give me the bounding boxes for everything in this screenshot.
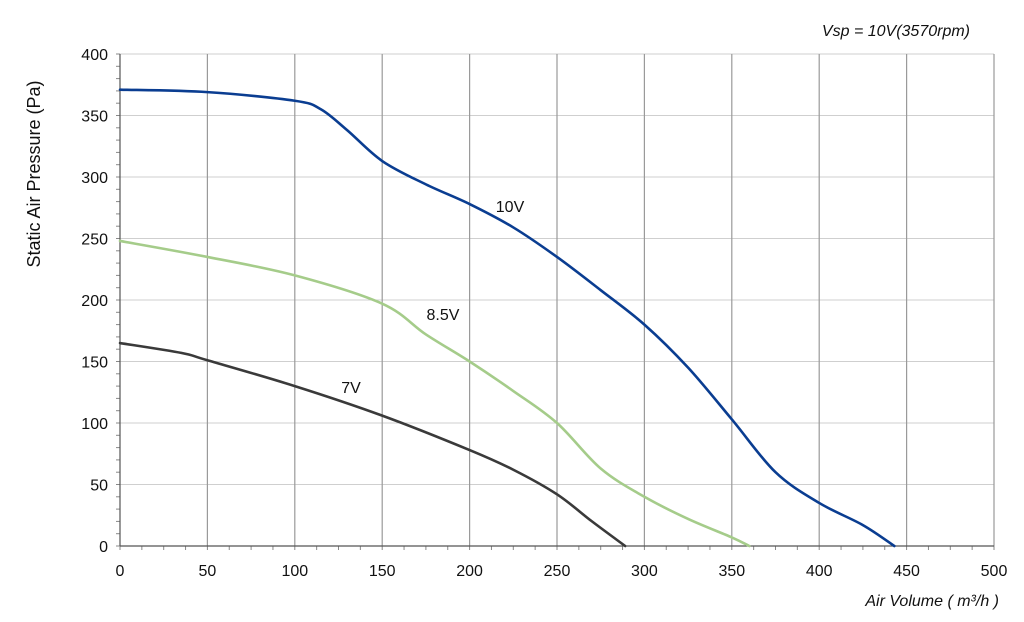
- x-tick-label: 0: [116, 563, 125, 580]
- x-tick-label: 350: [718, 563, 745, 580]
- y-minor-ticks: [116, 54, 994, 550]
- x-axis-title: Air Volume ( m³/h ): [864, 593, 999, 610]
- y-tick-label: 150: [81, 355, 108, 372]
- x-tick-label: 450: [893, 563, 920, 580]
- x-tick-label: 400: [806, 563, 833, 580]
- grid: [120, 54, 994, 546]
- series-label-8-5V: 8.5V: [427, 307, 460, 324]
- x-tick-label: 150: [369, 563, 396, 580]
- series-line-7V: [120, 343, 625, 546]
- y-axis-title: Static Air Pressure (Pa): [24, 80, 44, 267]
- x-tick-label: 250: [544, 563, 571, 580]
- y-tick-label: 200: [81, 293, 108, 310]
- y-tick-label: 0: [99, 539, 108, 556]
- x-tick-label: 300: [631, 563, 658, 580]
- x-tick-label: 50: [199, 563, 217, 580]
- x-tick-label: 200: [456, 563, 483, 580]
- y-tick-label: 350: [81, 109, 108, 126]
- y-tick-label: 100: [81, 416, 108, 433]
- x-tick-labels: 0 50 100 150 200 250 300 350 400 450 500: [116, 563, 1008, 580]
- y-tick-label: 400: [81, 47, 108, 64]
- series-label-10V: 10V: [496, 199, 525, 216]
- y-tick-labels: 0 50 100 150 200 250 300 350 400: [81, 47, 108, 556]
- annotation-text: Vsp = 10V(3570rpm): [822, 23, 970, 40]
- x-tick-label: 500: [981, 563, 1008, 580]
- series-line-8-5V: [120, 241, 749, 546]
- y-tick-label: 250: [81, 232, 108, 249]
- series-lines: [120, 90, 894, 546]
- series-line-10V: [120, 90, 894, 546]
- series-label-7V: 7V: [341, 380, 361, 397]
- y-tick-label: 50: [90, 478, 108, 495]
- y-tick-label: 300: [81, 170, 108, 187]
- x-tick-label: 100: [281, 563, 308, 580]
